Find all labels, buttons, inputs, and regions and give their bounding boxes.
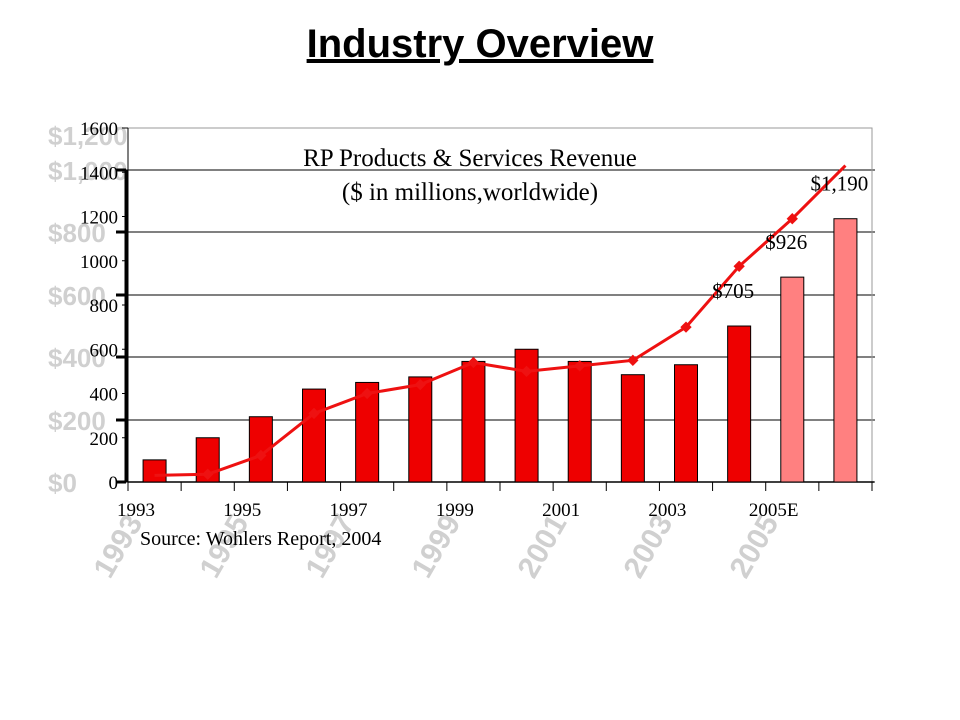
trend-point [786, 213, 798, 225]
trend-point [627, 354, 639, 366]
y-tick-label: 200 [90, 429, 119, 450]
trend-line-series [154, 164, 847, 480]
data-label: $926 [765, 230, 807, 254]
chart-subtitle: ($ in millions,worldwide) [342, 179, 598, 206]
ghost-y-label: $0 [48, 468, 77, 498]
trend-point [520, 365, 533, 378]
chart-labels: $705 $926 $1,190 [712, 172, 868, 303]
y-tick-label: 800 [90, 296, 119, 317]
revenue-bar [408, 376, 433, 483]
ghost-y-label: $600 [48, 281, 106, 311]
revenue-bar [461, 360, 486, 483]
x-tick-label: 1995 [223, 500, 261, 521]
chart-title: RP Products & Services Revenue [303, 145, 637, 172]
bar-series [142, 218, 858, 483]
trend-point [202, 468, 214, 480]
y-tick-label: 0 [109, 473, 119, 494]
data-label: $705 [712, 279, 754, 303]
revenue-bar [567, 360, 592, 483]
data-label: $1,190 [811, 172, 869, 196]
revenue-bar [355, 381, 380, 483]
y-tick-label: 600 [90, 340, 119, 361]
revenue-bar [142, 459, 167, 483]
y-tick-label: 400 [90, 385, 119, 406]
x-tick-label: 2001 [542, 500, 580, 521]
revenue-bar [674, 364, 698, 483]
ghost-y-label: $200 [48, 406, 106, 436]
trend-point [414, 378, 426, 391]
x-tick-label: 1999 [436, 500, 474, 521]
x-tick-label: 1997 [330, 500, 368, 521]
ghost-y-label: $1,200 [48, 121, 128, 151]
projected-bar [833, 218, 858, 483]
ghost-y-label: $1,000 [48, 156, 128, 186]
trend-point [255, 449, 267, 462]
revenue-bar [727, 325, 752, 483]
trend-point [574, 360, 586, 372]
y-tick-label: 1200 [80, 208, 118, 229]
ghost-y-label: $800 [48, 218, 106, 248]
trend-point [733, 260, 745, 272]
trend-point [308, 407, 320, 420]
projected-bar [780, 276, 805, 483]
y-tick-label: 1400 [80, 163, 118, 184]
trend-line [154, 164, 847, 477]
trend-point [680, 321, 692, 333]
x-tick-label: 1993 [117, 500, 155, 521]
y-tick-label: 1600 [80, 119, 118, 140]
trend-point [361, 387, 373, 400]
revenue-bar [248, 416, 273, 483]
revenue-bar [302, 388, 326, 483]
y-tick-label: 1000 [80, 252, 118, 273]
slide-title: Industry Overview [306, 22, 654, 66]
ghost-y-label: $400 [48, 343, 106, 373]
source-note: Source: Wohlers Report, 2004 [140, 528, 381, 550]
revenue-bar [514, 348, 539, 483]
trend-point [467, 356, 480, 369]
x-tick-label: 2005E [749, 500, 799, 521]
overlay-gridlines [116, 168, 875, 484]
revenue-bar [620, 374, 645, 483]
x-tick-label: 2003 [648, 500, 686, 521]
